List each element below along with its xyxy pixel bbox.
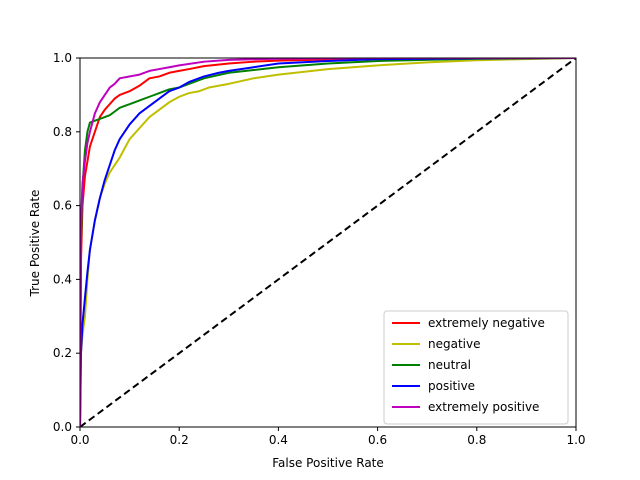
x-tick-label: 0.0 [70, 433, 89, 447]
legend-entry: extremely negative [428, 316, 545, 330]
x-tick-label: 0.2 [170, 433, 189, 447]
y-tick-label: 0.8 [53, 125, 72, 139]
legend: extremely negative negative neutral positiv… [383, 310, 569, 425]
series-line-2 [80, 58, 576, 427]
x-tick-label: 0.6 [368, 433, 387, 447]
y-tick-label: 1.0 [53, 51, 72, 65]
chance-diagonal-line [80, 58, 576, 427]
x-tick-label: 0.8 [467, 433, 486, 447]
series-line-4 [80, 58, 576, 427]
plot-area [80, 58, 576, 427]
legend-box [383, 310, 569, 425]
y-tick-label: 0.4 [53, 272, 72, 286]
y-tick-label: 0.6 [53, 199, 72, 213]
axes-frame [79, 57, 577, 428]
y-axis-label: True Positive Rate [28, 190, 42, 298]
y-tick-label: 0.0 [53, 420, 72, 434]
series-line-3 [80, 58, 576, 427]
x-axis-label: False Positive Rate [272, 456, 384, 470]
legend-entry: negative [428, 337, 480, 351]
legend-entry: positive [428, 379, 475, 393]
y-tick-label: 0.2 [53, 346, 72, 360]
legend-entry: extremely positive [428, 400, 539, 414]
axes: 0.0 0.2 0.4 0.6 0.8 1.0 0.0 0.2 0.4 0.6 0.8 1.0 [53, 51, 586, 447]
series-line-0 [80, 58, 576, 427]
x-tick-label: 1.0 [566, 433, 585, 447]
legend-entry: neutral [428, 358, 471, 372]
x-tick-label: 0.4 [269, 433, 288, 447]
curves [80, 58, 576, 427]
